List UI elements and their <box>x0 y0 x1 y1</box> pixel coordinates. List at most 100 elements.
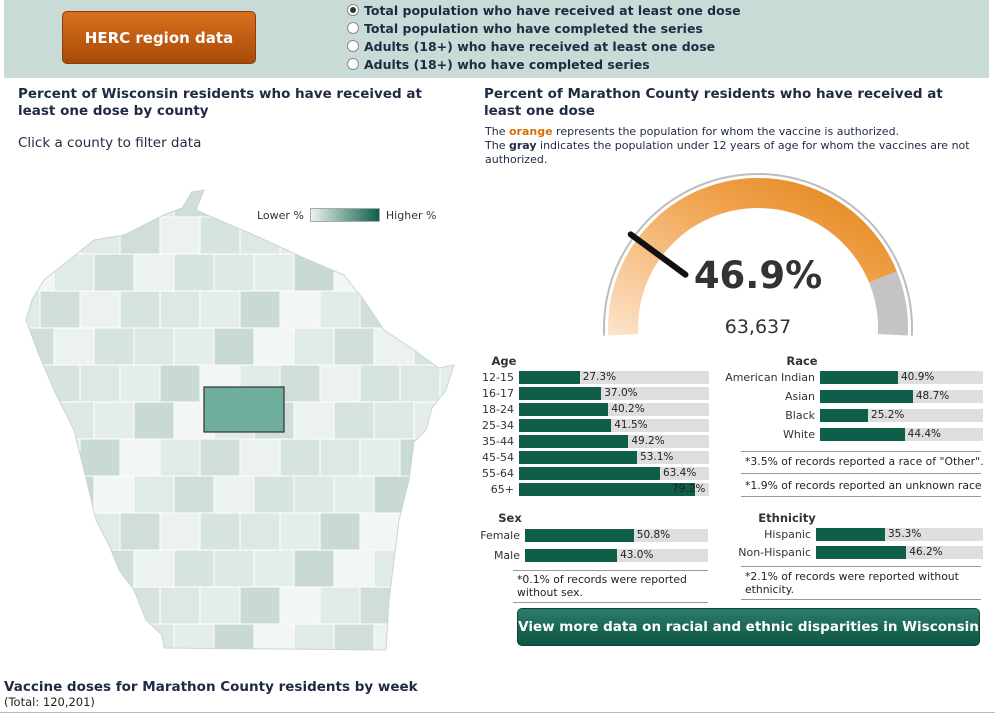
county-shape[interactable] <box>399 512 441 551</box>
county-shape[interactable] <box>413 253 454 292</box>
herc-region-data-button[interactable]: HERC region data <box>62 11 256 64</box>
county-shape[interactable] <box>133 623 175 660</box>
county-shape[interactable] <box>319 216 361 255</box>
county-shape[interactable] <box>119 364 161 403</box>
county-shape[interactable] <box>53 327 95 366</box>
county-shape[interactable] <box>373 180 415 218</box>
racial-disparities-link-button[interactable]: View more data on racial and ethnic disp… <box>517 608 980 646</box>
county-shape[interactable] <box>373 253 415 292</box>
county-shape[interactable] <box>53 549 95 588</box>
county-shape[interactable] <box>453 475 464 514</box>
county-shape[interactable] <box>359 290 401 329</box>
county-shape[interactable] <box>173 475 215 514</box>
county-shape[interactable] <box>279 512 321 551</box>
county-shape[interactable] <box>359 586 401 625</box>
county-shape[interactable] <box>14 623 55 660</box>
age-bar-row[interactable]: 35-44 49.2% <box>478 433 709 449</box>
race-bar-row[interactable]: American Indian 40.9% <box>716 369 983 385</box>
county-shape[interactable] <box>453 623 464 660</box>
county-shape[interactable] <box>53 475 95 514</box>
county-shape[interactable] <box>159 290 201 329</box>
county-shape[interactable] <box>53 253 95 292</box>
county-shape[interactable] <box>399 290 441 329</box>
age-bar-row[interactable]: 55-64 63.4% <box>478 465 709 481</box>
ethnicity-bar-row[interactable]: Non-Hispanic 46.2% <box>730 544 983 560</box>
county-shape[interactable] <box>213 623 255 660</box>
county-shape[interactable] <box>53 623 95 660</box>
county-shape[interactable] <box>133 180 175 218</box>
county-shape[interactable] <box>79 216 121 255</box>
county-shape[interactable] <box>53 180 95 218</box>
county-shape[interactable] <box>293 475 335 514</box>
county-shape[interactable] <box>159 364 201 403</box>
county-shape[interactable] <box>279 438 321 477</box>
county-shape[interactable] <box>253 475 295 514</box>
county-shape[interactable] <box>359 512 401 551</box>
county-shape[interactable] <box>159 586 201 625</box>
county-shape[interactable] <box>453 180 464 218</box>
county-shape[interactable] <box>413 475 454 514</box>
county-shape[interactable] <box>413 401 454 440</box>
county-shape[interactable] <box>293 253 335 292</box>
county-shape[interactable] <box>319 364 361 403</box>
county-shape[interactable] <box>319 586 361 625</box>
county-shape[interactable] <box>439 438 464 477</box>
county-shape[interactable] <box>279 216 321 255</box>
county-shape[interactable] <box>199 586 241 625</box>
county-shape[interactable] <box>119 512 161 551</box>
county-shape[interactable] <box>319 512 361 551</box>
county-shape[interactable] <box>319 290 361 329</box>
county-shape[interactable] <box>253 253 295 292</box>
county-shape[interactable] <box>453 253 464 292</box>
race-bar-row[interactable]: White 44.4% <box>716 427 983 443</box>
county-shape[interactable] <box>79 512 121 551</box>
county-shape[interactable] <box>93 253 135 292</box>
county-shape[interactable] <box>373 401 415 440</box>
county-shape[interactable] <box>239 216 281 255</box>
county-shape[interactable] <box>133 475 175 514</box>
county-shape[interactable] <box>239 438 281 477</box>
county-shape[interactable] <box>213 180 255 218</box>
county-shape[interactable] <box>213 327 255 366</box>
county-shape[interactable] <box>333 327 375 366</box>
age-bar-row[interactable]: 65+ 79.2% <box>478 481 709 497</box>
county-shape[interactable] <box>133 549 175 588</box>
county-shape[interactable] <box>359 438 401 477</box>
county-shape[interactable] <box>333 623 375 660</box>
county-shape[interactable] <box>279 290 321 329</box>
county-shape[interactable] <box>159 438 201 477</box>
county-shape[interactable] <box>14 475 55 514</box>
county-shape[interactable] <box>79 290 121 329</box>
county-shape[interactable] <box>159 512 201 551</box>
county-shape[interactable] <box>173 180 215 218</box>
county-shape[interactable] <box>79 364 121 403</box>
county-shape[interactable] <box>413 180 454 218</box>
county-shape[interactable] <box>119 216 161 255</box>
county-shape[interactable] <box>119 290 161 329</box>
county-shape[interactable] <box>439 586 464 625</box>
county-shape[interactable] <box>239 586 281 625</box>
county-shape[interactable] <box>253 549 295 588</box>
wisconsin-county-map[interactable] <box>14 180 464 660</box>
county-shape[interactable] <box>53 401 95 440</box>
county-shape[interactable] <box>373 549 415 588</box>
age-bar-row[interactable]: 12-15 27.3% <box>478 369 709 385</box>
county-shape[interactable] <box>239 290 281 329</box>
county-shape[interactable] <box>173 253 215 292</box>
county-shape[interactable] <box>293 327 335 366</box>
county-shape[interactable] <box>93 327 135 366</box>
county-shape[interactable] <box>253 623 295 660</box>
county-shape[interactable] <box>199 290 241 329</box>
county-shape[interactable] <box>14 512 41 551</box>
county-shape[interactable] <box>253 327 295 366</box>
county-shape[interactable] <box>359 216 401 255</box>
county-shape[interactable] <box>14 253 55 292</box>
age-bar-row[interactable]: 45-54 53.1% <box>478 449 709 465</box>
county-shape[interactable] <box>79 586 121 625</box>
sex-bar-row[interactable]: Female 50.8% <box>478 527 708 543</box>
county-shape[interactable] <box>93 401 135 440</box>
county-shape[interactable] <box>39 512 81 551</box>
county-shape[interactable] <box>439 290 464 329</box>
county-shape[interactable] <box>14 364 41 403</box>
county-shape[interactable] <box>133 253 175 292</box>
